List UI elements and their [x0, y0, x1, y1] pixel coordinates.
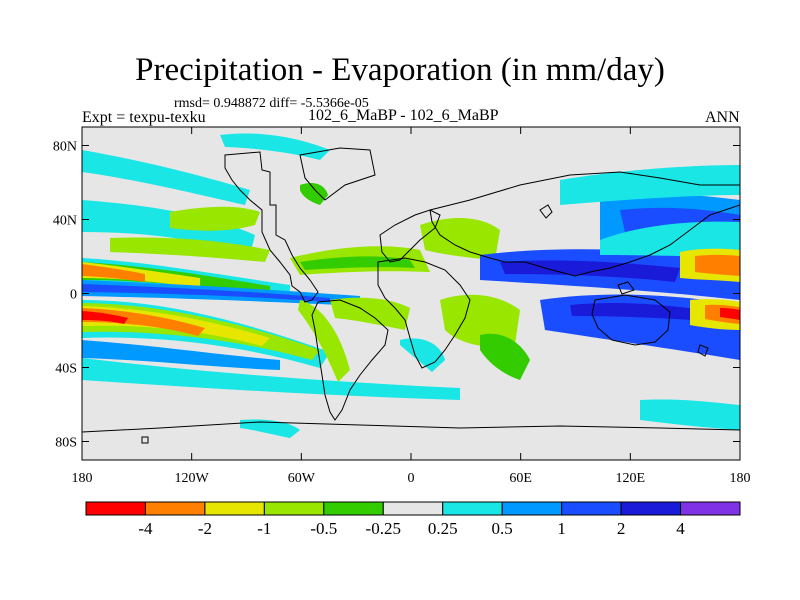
contour-region [82, 311, 128, 324]
coastlines [82, 147, 740, 444]
contour-region [600, 221, 740, 258]
australia-outline [591, 294, 671, 346]
contour-fields [82, 133, 740, 444]
contour-region [300, 256, 415, 270]
new-zealand-outline [697, 344, 709, 357]
greenland-outline [299, 147, 376, 201]
contour-region [82, 284, 330, 302]
colorbar-level-label: 4 [676, 519, 685, 538]
contour-region [400, 338, 445, 372]
contour-region [82, 340, 280, 370]
colorbar-level-label: 1 [557, 519, 566, 538]
figure-title: Precipitation - Evaporation (in mm/day) [135, 52, 665, 88]
rmsd-diff-stats: rmsd= 0.948872 diff= -5.5366e-05 [174, 96, 369, 111]
lon-tick-label: 180 [72, 471, 93, 486]
contour-region [440, 294, 520, 347]
lon-tick-label: 60W [288, 471, 316, 486]
contour-region [82, 150, 250, 205]
colorbar-level-label: 0.5 [492, 519, 513, 538]
experiment-label: Expt = texpu-texku [82, 109, 206, 126]
lat-tick-label: 80N [53, 140, 77, 155]
south-america-outline [311, 299, 389, 421]
contour-region [82, 264, 145, 282]
map-axes: 180 120W 60W 0 60E 120E 180 80N 40N 0 40S 80S [53, 127, 751, 486]
lat-tick-label: 80S [55, 436, 77, 451]
colorbar-swatch [442, 501, 503, 516]
colorbar-swatch [263, 501, 325, 516]
season-label: ANN [705, 109, 740, 126]
antarctica-outline [82, 421, 740, 433]
contour-region [420, 218, 500, 260]
colorbar-level-label: 0.25 [428, 519, 458, 538]
contour-region [240, 419, 300, 438]
lon-tick-label: 120W [175, 471, 210, 486]
island-outline [539, 204, 553, 219]
africa-outline [377, 257, 471, 369]
north-america-outline [224, 151, 319, 303]
colorbar-swatch [680, 501, 741, 516]
colorbar-level-label: -0.5 [310, 519, 337, 538]
colorbar-level-label: -2 [198, 519, 212, 538]
contour-region [330, 297, 410, 330]
contour-region [110, 237, 270, 262]
lat-tick-label: 40S [55, 362, 77, 377]
contour-region [560, 165, 740, 205]
colorbar-swatch [382, 501, 444, 516]
lat-tick-label: 40N [53, 214, 77, 229]
colorbar-swatch [323, 501, 384, 516]
contour-region [720, 308, 740, 320]
lat-tick-label: 0 [70, 288, 77, 303]
colorbar-swatch [501, 501, 563, 516]
island-outline [617, 281, 635, 295]
lon-tick-label: 60E [509, 471, 532, 486]
colorbar-swatch [85, 501, 146, 516]
contour-region [695, 254, 740, 276]
colorbar-swatch [144, 501, 206, 516]
contour-region [82, 358, 460, 400]
contour-region [300, 183, 328, 205]
colorbar: -4 -2 -1 -0.5 -0.25 0.25 0.5 1 2 4 [85, 501, 741, 538]
contour-region [570, 302, 720, 322]
contour-region [500, 260, 680, 282]
contour-region [220, 133, 330, 160]
island-outline [141, 436, 149, 444]
contour-region [480, 333, 530, 380]
lon-tick-label: 120E [616, 471, 646, 486]
colorbar-swatch [620, 501, 682, 516]
lon-tick-label: 0 [408, 471, 415, 486]
asia-outline [429, 171, 740, 277]
colorbar-swatch [204, 501, 265, 516]
colorbar-level-label: -1 [257, 519, 271, 538]
contour-region [170, 206, 260, 231]
contour-region [298, 300, 350, 382]
colorbar-level-label: -4 [138, 519, 153, 538]
lon-tick-label: 180 [730, 471, 751, 486]
colorbar-level-label: -0.25 [366, 519, 401, 538]
contour-region [640, 399, 740, 430]
colorbar-level-label: 2 [617, 519, 626, 538]
colorbar-swatch [561, 501, 622, 516]
run-subtitle: 102_6_MaBP - 102_6_MaBP [308, 107, 499, 124]
